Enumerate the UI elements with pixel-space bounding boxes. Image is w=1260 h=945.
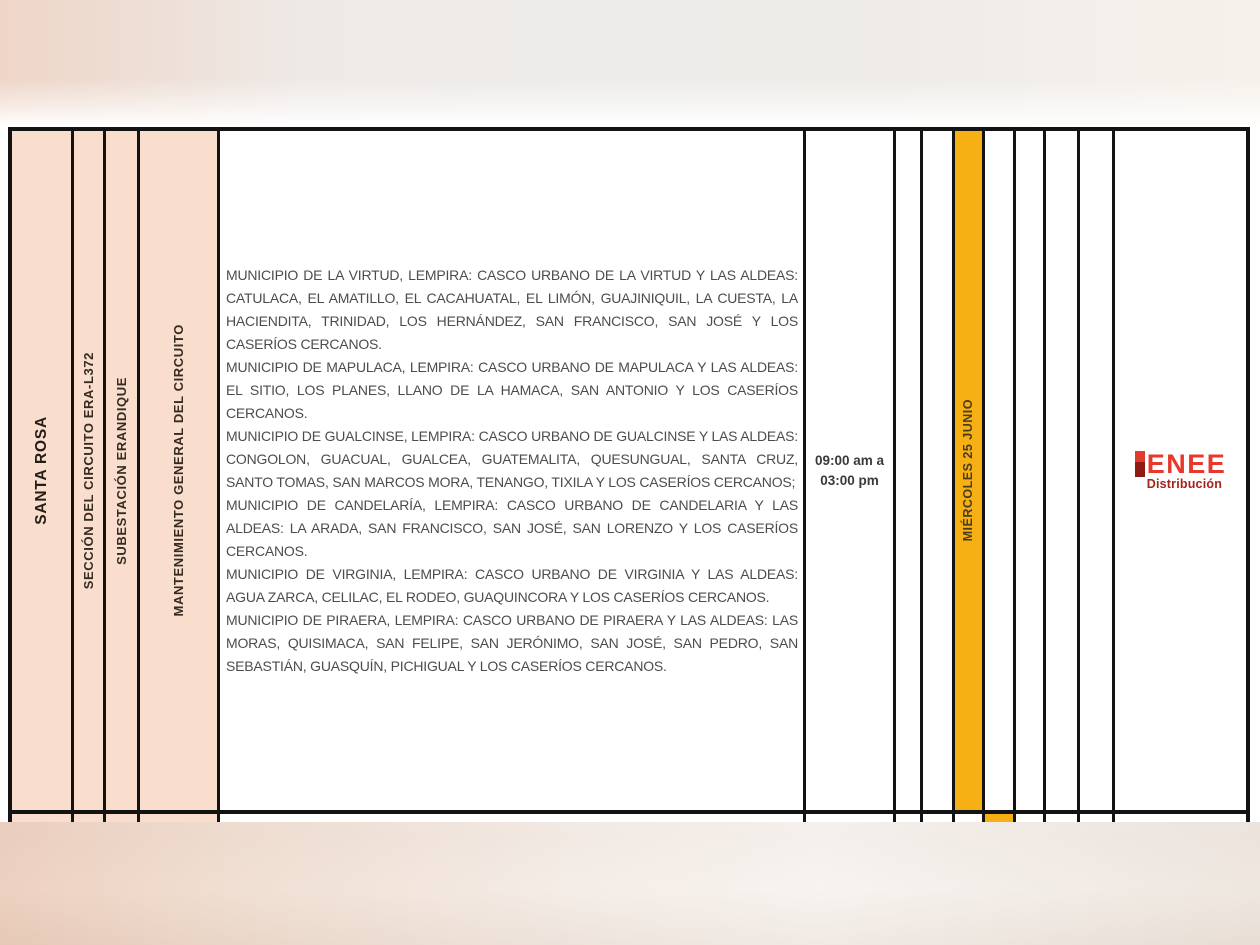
enee-logo-mark-icon bbox=[1134, 450, 1145, 477]
enee-distribucion-logo: ENEE Distribución bbox=[1134, 448, 1227, 491]
affected-areas-text: MUNICIPIO DE LA VIRTUD, LEMPIRA: CASCO U… bbox=[226, 264, 798, 678]
page-bottom-gradient bbox=[0, 822, 1260, 945]
circuit-section-cell: SECCIÓN DEL CIRCUITO ERA-L372 bbox=[74, 131, 106, 810]
circuit-section-label: SECCIÓN DEL CIRCUITO ERA-L372 bbox=[81, 351, 96, 590]
region-cell: SANTA ROSA bbox=[12, 131, 74, 810]
page-top-gradient bbox=[0, 0, 1260, 127]
municipality-paragraph: MUNICIPIO DE PIRAERA, LEMPIRA: CASCO URB… bbox=[226, 611, 798, 674]
substation-label: SUBESTACIÓN ERANDIQUE bbox=[114, 376, 129, 565]
day-column-4 bbox=[985, 131, 1016, 810]
day-column-7 bbox=[1080, 131, 1115, 810]
municipality-paragraph: MUNICIPIO DE CANDELARÍA, LEMPIRA: CASCO … bbox=[226, 496, 798, 559]
time-range-cell: 09:00 am a 03:00 pm bbox=[806, 131, 896, 810]
region-label: SANTA ROSA bbox=[32, 416, 50, 525]
outage-schedule-table: SANTA ROSA SECCIÓN DEL CIRCUITO ERA-L372… bbox=[8, 127, 1250, 832]
day-column-1 bbox=[896, 131, 923, 810]
work-type-cell: MANTENIMIENTO GENERAL DEL CIRCUITO bbox=[140, 131, 220, 810]
scheduled-day-cell-highlighted: MIÉRCOLES 25 JUNIO bbox=[955, 131, 985, 810]
work-type-label: MANTENIMIENTO GENERAL DEL CIRCUITO bbox=[171, 324, 186, 617]
enee-division-text: Distribución bbox=[1146, 476, 1223, 491]
municipality-paragraph: MUNICIPIO DE GUALCINSE, LEMPIRA: CASCO U… bbox=[226, 427, 798, 490]
day-column-6 bbox=[1046, 131, 1080, 810]
enee-brand-text: ENEE bbox=[1146, 448, 1227, 479]
time-range-line2: 03:00 pm bbox=[820, 473, 879, 488]
time-range-line1: 09:00 am a bbox=[814, 453, 885, 468]
day-column-2 bbox=[923, 131, 955, 810]
municipality-paragraph: MUNICIPIO DE MAPULACA, LEMPIRA: CASCO UR… bbox=[226, 358, 798, 421]
substation-cell: SUBESTACIÓN ERANDIQUE bbox=[106, 131, 140, 810]
affected-areas-cell: MUNICIPIO DE LA VIRTUD, LEMPIRA: CASCO U… bbox=[220, 131, 806, 810]
municipality-paragraph: MUNICIPIO DE LA VIRTUD, LEMPIRA: CASCO U… bbox=[226, 266, 798, 352]
municipality-paragraph: MUNICIPIO DE VIRGINIA, LEMPIRA: CASCO UR… bbox=[226, 565, 798, 605]
scheduled-day-label: MIÉRCOLES 25 JUNIO bbox=[961, 399, 976, 542]
logo-cell: ENEE Distribución bbox=[1115, 131, 1246, 810]
schedule-row-santa-rosa: SANTA ROSA SECCIÓN DEL CIRCUITO ERA-L372… bbox=[12, 131, 1246, 810]
day-column-5 bbox=[1016, 131, 1046, 810]
